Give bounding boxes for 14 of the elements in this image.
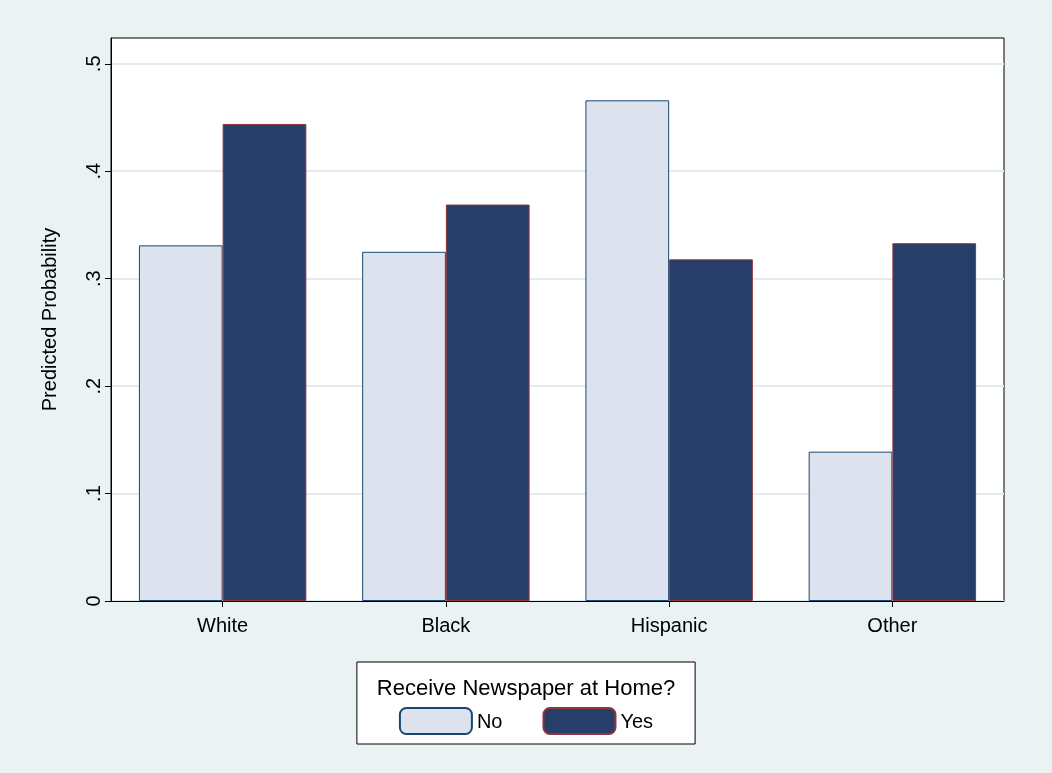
y-tick-label: 0 — [82, 595, 104, 607]
x-tick-label: Other — [867, 614, 918, 636]
y-tick-label: .1 — [82, 485, 104, 502]
y-tick-label: .2 — [82, 377, 104, 395]
y-axis-title: Predicted Probability — [38, 227, 60, 412]
y-tick-label: .4 — [82, 162, 104, 180]
legend-title: Receive Newspaper at Home? — [376, 674, 676, 700]
x-tick-label: Black — [421, 614, 472, 636]
x-tick-label: White — [197, 614, 249, 636]
y-tick-label: .5 — [82, 55, 104, 73]
legend-label: No — [476, 710, 503, 732]
legend-label: Yes — [620, 710, 654, 732]
x-tick-label: Hispanic — [630, 614, 708, 636]
y-tick-label: .3 — [82, 270, 104, 288]
